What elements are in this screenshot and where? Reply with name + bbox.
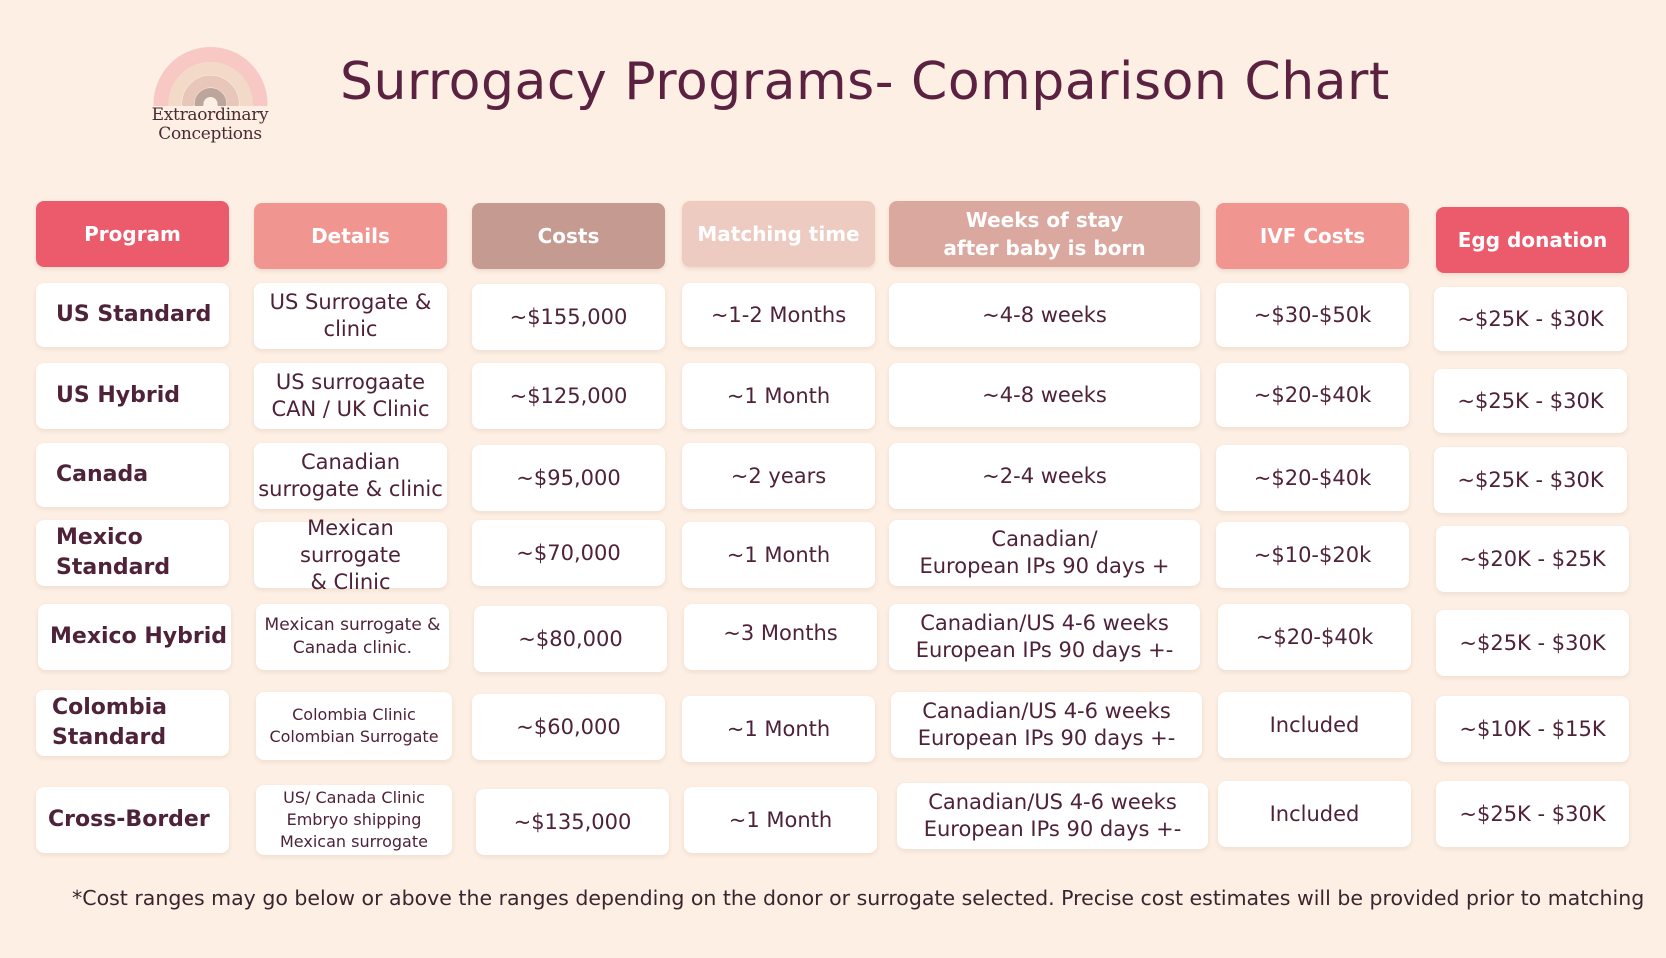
cell-egg-us-standard: ~$25K - $30K [1434, 287, 1627, 351]
cell-ivf-canada: ~$20-$40k [1216, 445, 1409, 511]
header-ivf-costs: IVF Costs [1216, 203, 1409, 269]
cell-ivf-us-standard: ~$30-$50k [1216, 283, 1409, 347]
cell-program-mexico-hybrid: Mexico Hybrid [38, 604, 231, 670]
cell-weeks-us-hybrid: ~4-8 weeks [889, 363, 1200, 427]
cell-program-mexico-standard: Mexico Standard [36, 520, 229, 586]
cell-program-colombia-standard: Colombia Standard [36, 690, 229, 756]
cell-matching-cross-border: ~1 Month [684, 787, 877, 853]
cell-weeks-colombia-standard: Canadian/US 4-6 weeks European IPs 90 da… [891, 692, 1202, 758]
cell-weeks-mexico-hybrid: Canadian/US 4-6 weeks European IPs 90 da… [889, 604, 1200, 670]
cell-egg-mexico-hybrid: ~$25K - $30K [1436, 610, 1629, 676]
header-weeks-of-stay: Weeks of stay after baby is born [889, 201, 1200, 267]
header-egg-donation: Egg donation [1436, 207, 1629, 273]
cell-weeks-canada: ~2-4 weeks [889, 443, 1200, 509]
header-details: Details [254, 203, 447, 269]
header-program: Program [36, 201, 229, 267]
cell-egg-colombia-standard: ~$10K - $15K [1436, 696, 1629, 762]
cell-egg-canada: ~$25K - $30K [1434, 447, 1627, 513]
header-costs: Costs [472, 203, 665, 269]
cell-ivf-cross-border: Included [1218, 781, 1411, 847]
cell-matching-canada: ~2 years [682, 443, 875, 509]
brand-name-line1: Extraordinary [151, 105, 269, 125]
cell-ivf-mexico-standard: ~$10-$20k [1216, 522, 1409, 588]
cell-matching-colombia-standard: ~1 Month [682, 696, 875, 762]
cell-program-cross-border: Cross-Border [36, 787, 229, 853]
cell-matching-us-standard: ~1-2 Months [682, 283, 875, 347]
brand-logo: Extraordinary Conceptions [145, 34, 275, 154]
cell-costs-mexico-hybrid: ~$80,000 [474, 606, 667, 672]
cell-details-canada: Canadian surrogate & clinic [254, 443, 447, 509]
brand-name-line2: Conceptions [158, 124, 262, 144]
cell-costs-mexico-standard: ~$70,000 [472, 520, 665, 586]
cell-details-us-standard: US Surrogate & clinic [254, 283, 447, 349]
cell-details-colombia-standard: Colombia Clinic Colombian Surrogate [256, 692, 452, 760]
cell-ivf-colombia-standard: Included [1218, 692, 1411, 758]
cell-details-us-hybrid: US surrogaate CAN / UK Clinic [254, 363, 447, 429]
cell-matching-us-hybrid: ~1 Month [682, 363, 875, 429]
cell-costs-canada: ~$95,000 [472, 445, 665, 511]
cell-details-mexico-hybrid: Mexican surrogate & Canada clinic. [256, 604, 449, 670]
footnote: *Cost ranges may go below or above the r… [72, 886, 1645, 910]
cell-ivf-us-hybrid: ~$20-$40k [1216, 363, 1409, 427]
cell-program-us-hybrid: US Hybrid [36, 363, 229, 429]
cell-program-canada: Canada [36, 443, 229, 507]
cell-egg-us-hybrid: ~$25K - $30K [1434, 369, 1627, 433]
cell-costs-cross-border: ~$135,000 [476, 789, 669, 855]
cell-weeks-mexico-standard: Canadian/ European IPs 90 days + [889, 520, 1200, 586]
cell-matching-mexico-hybrid: ~3 Months [684, 604, 877, 670]
cell-details-cross-border: US/ Canada Clinic Embryo shipping Mexica… [256, 785, 452, 855]
cell-program-us-standard: US Standard [36, 283, 229, 347]
cell-details-mexico-standard: Mexican surrogate & Clinic [254, 516, 447, 594]
cell-matching-mexico-standard: ~1 Month [682, 522, 875, 588]
page-title: Surrogacy Programs- Comparison Chart [340, 52, 1390, 112]
cell-costs-colombia-standard: ~$60,000 [472, 694, 665, 760]
cell-egg-cross-border: ~$25K - $30K [1436, 781, 1629, 847]
cell-weeks-cross-border: Canadian/US 4-6 weeks European IPs 90 da… [897, 783, 1208, 849]
cell-costs-us-hybrid: ~$125,000 [472, 363, 665, 429]
rainbow-icon [153, 47, 268, 106]
cell-weeks-us-standard: ~4-8 weeks [889, 283, 1200, 347]
cell-egg-mexico-standard: ~$20K - $25K [1436, 526, 1629, 592]
header-matching-time: Matching time [682, 201, 875, 267]
cell-ivf-mexico-hybrid: ~$20-$40k [1218, 604, 1411, 670]
cell-costs-us-standard: ~$155,000 [472, 284, 665, 350]
